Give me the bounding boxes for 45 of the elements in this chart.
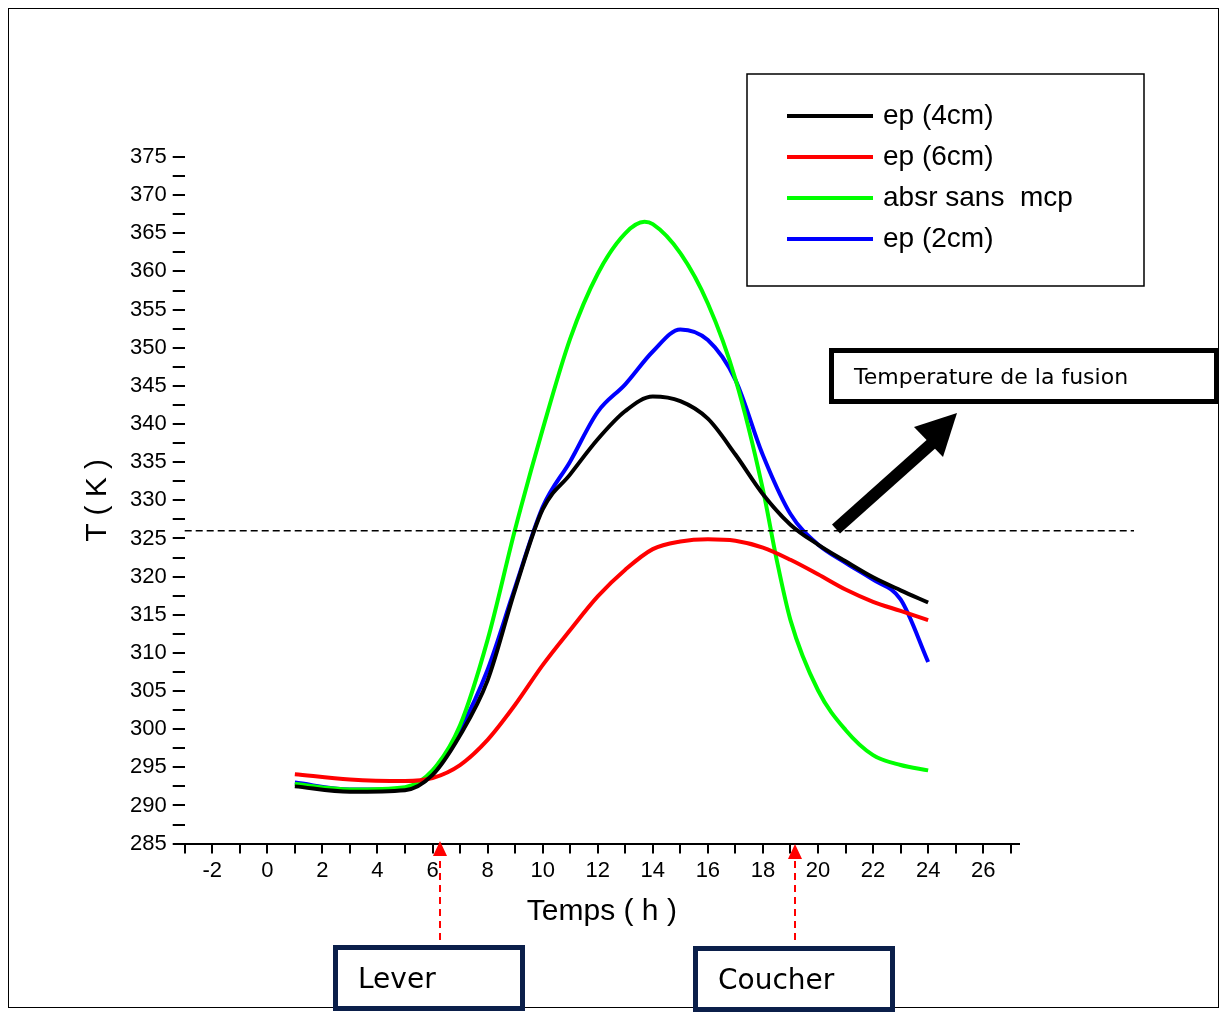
y-tick-label: 285 — [129, 829, 167, 855]
annotation: Temperature de la fusion — [854, 363, 1129, 389]
legend-label: absr sans mcp — [883, 180, 1073, 212]
y-tick-label: 360 — [129, 257, 167, 283]
label-box: Coucher — [693, 946, 895, 1012]
y-tick-label: 340 — [129, 410, 167, 436]
y-tick-label: 375 — [129, 143, 167, 169]
y-tick-label: 370 — [129, 181, 167, 207]
y-tick-label: 295 — [129, 753, 167, 779]
legend-label: ep (6cm) — [883, 139, 994, 171]
y-tick-label: 310 — [129, 638, 167, 664]
y-tick-label: 350 — [129, 333, 167, 359]
y-axis-title: T ( K ) — [79, 458, 113, 542]
label-box: Lever — [333, 945, 525, 1011]
y-tick-label: 320 — [129, 562, 167, 588]
y-tick-label: 345 — [129, 371, 167, 397]
y-tick-label: 305 — [129, 677, 167, 703]
x-tick-label: 22 — [860, 856, 886, 882]
y-tick-label: 365 — [129, 219, 167, 245]
y-tick-label: 315 — [129, 600, 167, 626]
x-tick-label: 26 — [970, 856, 996, 882]
y-tick-label: 300 — [129, 715, 167, 741]
line-series — [292, 537, 931, 784]
x-tick-label: 18 — [750, 856, 776, 882]
x-tick-label: 14 — [640, 856, 666, 882]
x-tick-label: 10 — [530, 856, 555, 882]
x-tick-label: 2 — [316, 856, 329, 882]
x-tick-label: 0 — [261, 856, 274, 882]
y-tick-label: 355 — [129, 295, 167, 321]
label-box: Temperature de la fusion — [829, 348, 1219, 404]
x-tick-label: 6 — [426, 856, 439, 882]
legend-label: ep (2cm) — [883, 221, 994, 253]
x-tick-label: 24 — [915, 856, 941, 882]
x-tick-label: 16 — [695, 856, 721, 882]
x-tick-label: 8 — [481, 856, 494, 882]
y-tick-label: 330 — [129, 486, 167, 512]
legend-label: ep (4cm) — [883, 98, 994, 130]
x-tick-label: -2 — [202, 856, 223, 882]
x-tick-label: 4 — [371, 856, 384, 882]
x-tick-label: 20 — [805, 856, 831, 882]
y-tick-label: 325 — [129, 524, 167, 550]
y-tick-label: 335 — [129, 448, 167, 474]
x-axis-title: Temps ( h ) — [526, 893, 677, 927]
y-tick-label: 290 — [129, 791, 167, 817]
x-tick-label: 12 — [585, 856, 610, 882]
